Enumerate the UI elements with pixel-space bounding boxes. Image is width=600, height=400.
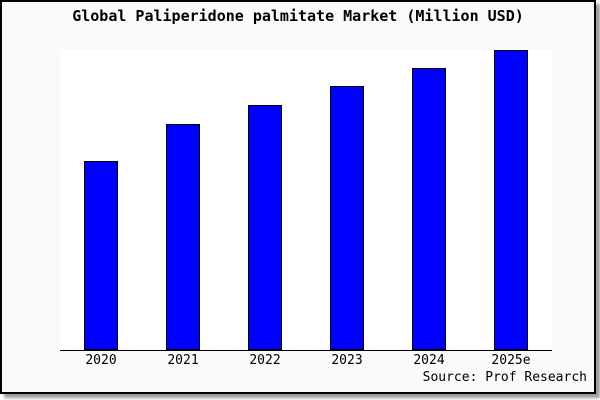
x-tick-label-2020: 2020	[85, 353, 117, 368]
chart-frame: Global Paliperidone palmitate Market (Mi…	[0, 0, 596, 394]
x-tick-label-2021: 2021	[167, 353, 199, 368]
chart-title: Global Paliperidone palmitate Market (Mi…	[72, 7, 524, 25]
x-tick-label-2024: 2024	[413, 353, 445, 368]
bar-slot-2021	[142, 50, 224, 350]
bar-slot-2025e	[470, 50, 552, 350]
bar-2022	[248, 105, 282, 350]
bar-2024	[412, 68, 446, 350]
x-tick-label-2023: 2023	[331, 353, 363, 368]
plot-area	[60, 50, 552, 351]
bar-2021	[166, 124, 200, 350]
bar-slot-2020	[60, 50, 142, 350]
bar-2025e	[494, 50, 528, 350]
bar-2023	[330, 86, 364, 350]
bar-slot-2022	[224, 50, 306, 350]
x-tick-label-2022: 2022	[249, 353, 281, 368]
x-axis-labels: 2020 2021 2022 2023 2024 2025e	[60, 353, 552, 368]
bar-slot-2023	[306, 50, 388, 350]
x-tick-label-2025e: 2025e	[491, 353, 531, 368]
bar-slot-2024	[388, 50, 470, 350]
bar-2020	[84, 161, 118, 350]
source-credit: Source: Prof Research	[422, 370, 587, 385]
